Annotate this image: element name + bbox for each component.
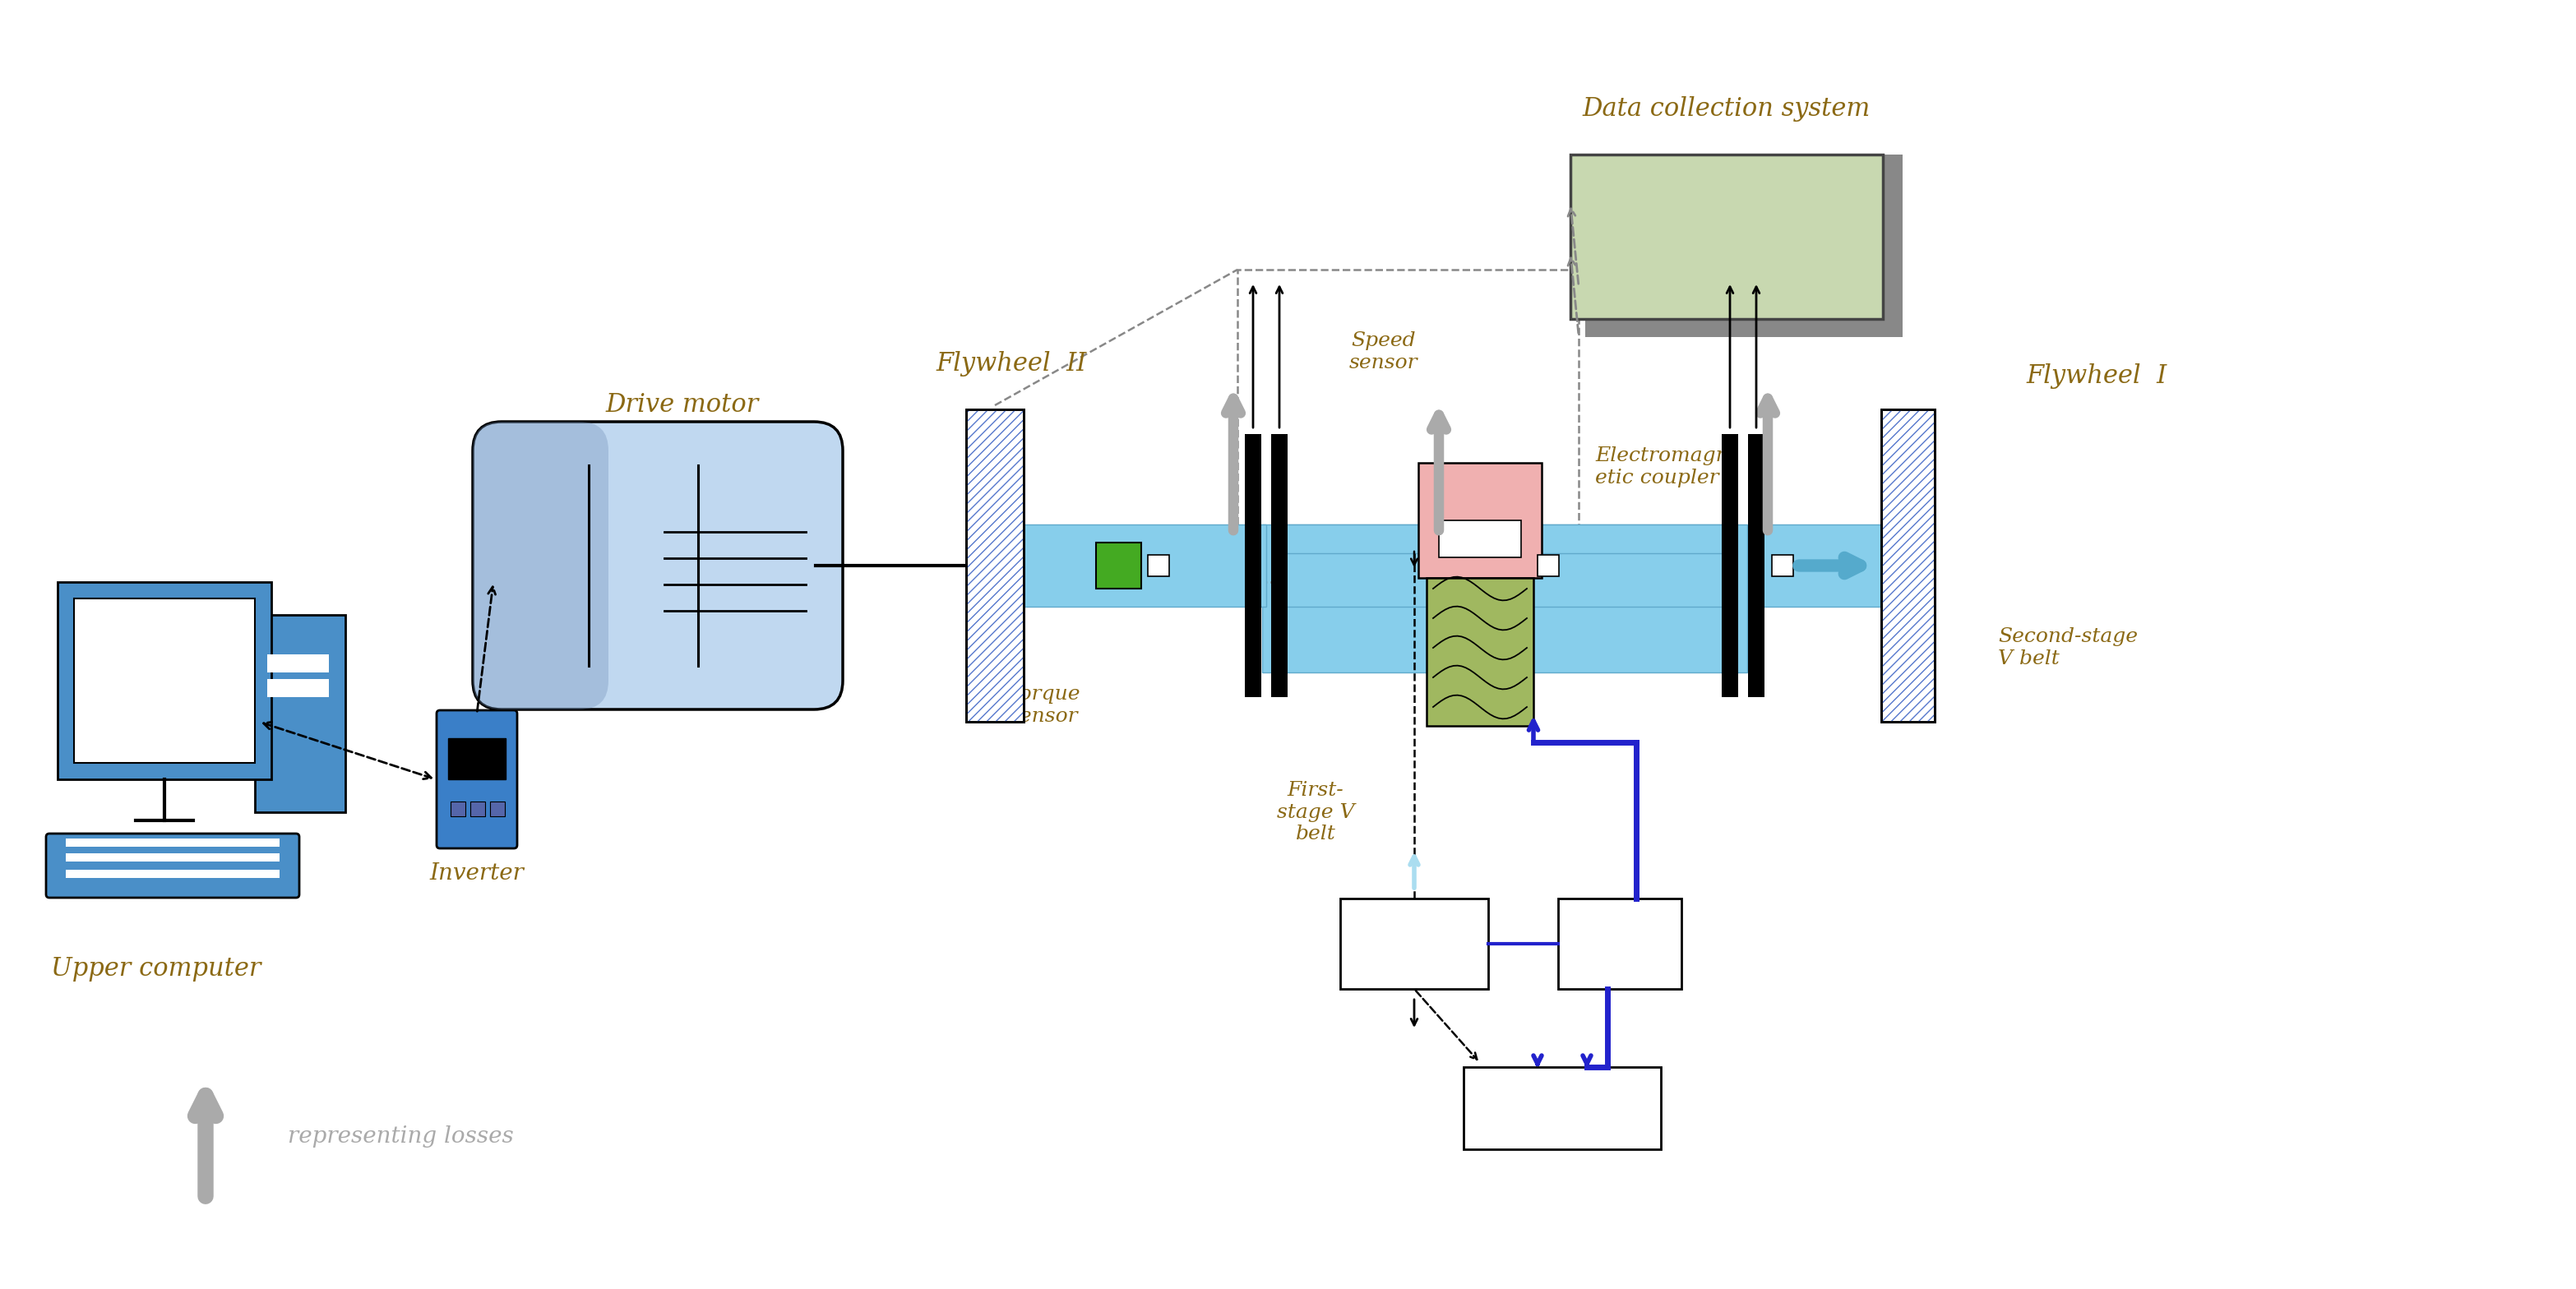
Text: Flywheel  II: Flywheel II <box>935 352 1087 376</box>
Bar <box>1023 525 1267 607</box>
Bar <box>1095 543 1141 588</box>
Bar <box>1278 525 1734 577</box>
Bar <box>67 870 281 878</box>
Bar <box>966 410 1023 722</box>
Bar <box>268 679 330 697</box>
Bar <box>1419 463 1540 577</box>
Bar <box>1754 525 1909 607</box>
FancyBboxPatch shape <box>46 834 299 897</box>
Bar <box>1236 269 1579 583</box>
Bar <box>448 739 505 780</box>
Bar <box>1584 155 1904 336</box>
Text: Battery: Battery <box>1522 1098 1600 1118</box>
Bar <box>1721 434 1739 697</box>
Bar <box>268 655 330 673</box>
FancyBboxPatch shape <box>474 422 842 709</box>
Bar <box>1558 898 1682 989</box>
Text: Data collection system: Data collection system <box>1582 97 1870 122</box>
Text: First-
stage V
belt: First- stage V belt <box>1278 781 1355 843</box>
Text: Electromagn-
etic coupler: Electromagn- etic coupler <box>1595 446 1736 487</box>
Bar <box>1270 434 1288 697</box>
Text: Flywheel  I: Flywheel I <box>2027 363 2166 389</box>
Bar <box>1146 554 1170 576</box>
FancyBboxPatch shape <box>255 615 345 812</box>
Text: AC/: AC/ <box>1602 922 1638 941</box>
Bar <box>966 410 1023 722</box>
Bar <box>1463 1067 1662 1150</box>
Text: Torque
sensor: Torque sensor <box>1007 684 1079 726</box>
Bar <box>1880 410 1935 722</box>
Text: oller: oller <box>1391 955 1437 973</box>
Bar <box>75 598 255 763</box>
Bar <box>1440 521 1520 557</box>
Text: Drive motor: Drive motor <box>605 393 760 418</box>
Bar <box>1538 554 1558 576</box>
Text: Second-stage
V belt: Second-stage V belt <box>1999 628 2138 668</box>
Bar <box>1262 525 1747 673</box>
Bar <box>1749 434 1765 697</box>
Bar <box>67 853 281 861</box>
Text: Speed
sensor: Speed sensor <box>1350 331 1417 373</box>
Bar <box>1772 554 1793 576</box>
FancyBboxPatch shape <box>57 583 270 780</box>
Bar <box>1571 155 1883 318</box>
Bar <box>489 802 505 816</box>
Text: DC: DC <box>1605 951 1636 969</box>
Text: representing losses: representing losses <box>289 1125 513 1148</box>
Bar <box>1278 553 1734 607</box>
Text: Contr-: Contr- <box>1383 926 1445 945</box>
Bar <box>1340 898 1489 989</box>
Bar <box>471 802 484 816</box>
Text: Inverter: Inverter <box>430 862 523 886</box>
Bar <box>966 410 1023 722</box>
Text: Upper computer: Upper computer <box>52 955 260 981</box>
FancyBboxPatch shape <box>474 422 608 709</box>
Bar <box>1880 410 1935 722</box>
Bar <box>451 802 466 816</box>
Bar <box>67 839 281 847</box>
FancyBboxPatch shape <box>435 710 518 848</box>
Bar <box>1880 410 1935 722</box>
Bar <box>1244 434 1262 697</box>
Bar <box>1427 577 1533 726</box>
